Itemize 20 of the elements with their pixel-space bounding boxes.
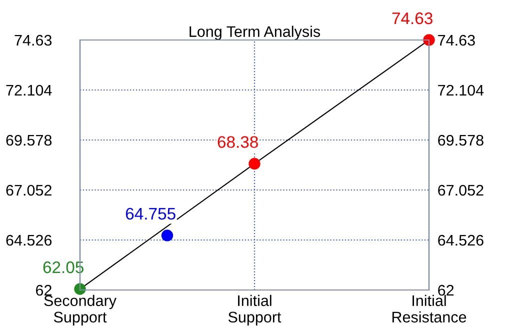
y2-tick-label: 64.526 — [438, 234, 484, 246]
y-tick-label: 64.526 — [6, 234, 52, 246]
y-tick-label: 72.104 — [6, 84, 52, 96]
point — [161, 230, 174, 242]
x-tick-label: Initial Support — [228, 294, 282, 326]
y-tick-label: 62 — [36, 284, 52, 296]
y-tick-label: 69.578 — [6, 134, 52, 146]
chart-title: Long Term Analysis — [190, 26, 320, 40]
data-label: 64.755 — [126, 208, 176, 220]
y2-tick-label: 67.052 — [438, 184, 484, 196]
y2-tick-label: 62 — [438, 284, 454, 296]
y2-tick-label: 72.104 — [438, 84, 484, 96]
y-tick-label: 67.052 — [6, 184, 52, 196]
data-label: 74.63 — [392, 12, 432, 24]
x-tick-label: Secondary Support — [44, 294, 116, 326]
y2-tick-label: 74.63 — [438, 34, 475, 46]
x-tick-label: Initial Resistance — [392, 294, 466, 323]
y2-tick-label: 69.578 — [438, 134, 484, 146]
data-label: 68.38 — [218, 136, 258, 148]
y-tick-label: 74.63 — [14, 34, 52, 46]
